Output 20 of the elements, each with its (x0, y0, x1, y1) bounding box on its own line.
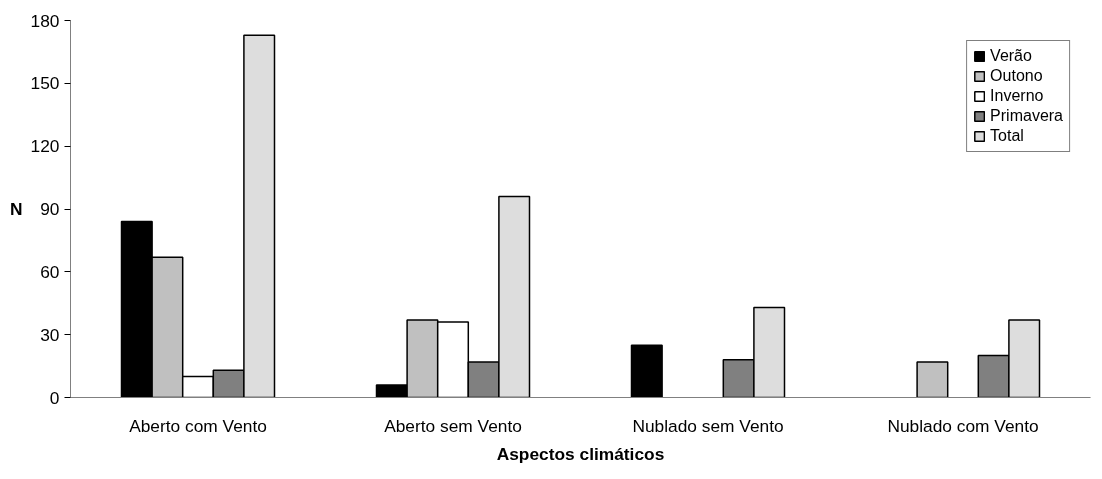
y-tick-label: 120 (30, 136, 60, 157)
x-axis-title: Aspectos climáticos (496, 443, 665, 464)
legend-label: Outono (990, 67, 1043, 85)
legend-label: Inverno (990, 87, 1044, 105)
legend-label: Total (990, 127, 1024, 145)
y-tick-label: 0 (49, 387, 60, 408)
y-tick-label: 30 (40, 324, 60, 345)
x-tick-label: Aberto com Vento (129, 415, 267, 436)
bar (916, 361, 949, 398)
x-tick-label: Aberto sem Vento (384, 415, 522, 436)
y-tick-label: 60 (40, 261, 60, 282)
bar (630, 344, 663, 398)
y-axis-title: N (10, 199, 23, 219)
y-tick-label: 180 (30, 10, 60, 31)
legend-label: Verão (990, 47, 1032, 65)
legend-label: Primavera (990, 107, 1063, 125)
y-tick-label: 150 (30, 73, 60, 94)
x-tick-label: Nublado com Vento (887, 415, 1039, 436)
x-tick-label: Nublado sem Vento (632, 415, 784, 436)
y-tick-label: 90 (40, 199, 60, 219)
